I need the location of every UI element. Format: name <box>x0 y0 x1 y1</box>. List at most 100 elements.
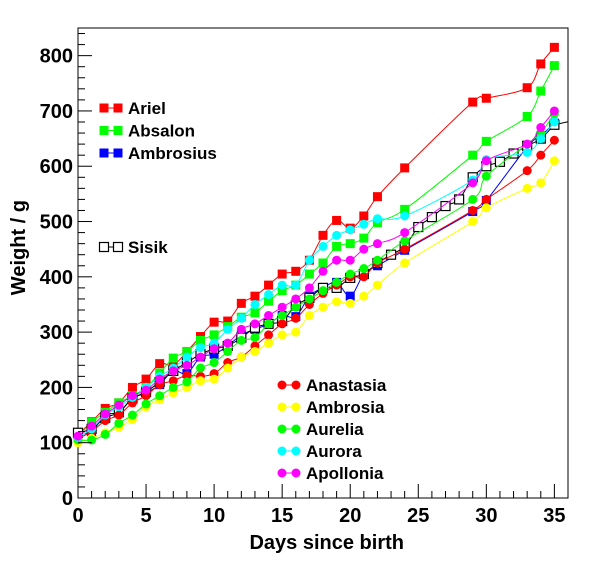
data-point-ariel <box>468 97 478 107</box>
data-point-apollonia <box>168 366 178 376</box>
data-point-apollonia <box>400 228 410 238</box>
data-point-aurelia <box>223 346 233 356</box>
data-point-absalon <box>400 204 410 214</box>
legend-marker-sisik <box>112 241 124 253</box>
data-point-aurora <box>400 211 410 221</box>
legend-label-ariel: Ariel <box>128 99 166 118</box>
data-point-anastasia <box>536 150 546 160</box>
data-point-ambrosia <box>536 178 546 188</box>
data-point-ambrosia <box>522 183 532 193</box>
data-point-aurora <box>549 117 559 127</box>
data-point-anastasia <box>468 205 478 215</box>
legend-top-left: Ariel Absalon Ambrosius <box>99 99 217 163</box>
legend-marker-absalon <box>99 126 109 135</box>
data-point-ambrosia <box>304 311 314 321</box>
data-point-ambrosia <box>318 302 328 312</box>
data-point-apollonia <box>114 400 124 410</box>
data-point-apollonia <box>372 239 382 249</box>
legend-label-ambrosia: Ambrosia <box>306 398 385 417</box>
data-point-apollonia <box>359 244 369 254</box>
x-tick-label: 10 <box>203 505 225 527</box>
data-point-aurelia <box>114 418 124 428</box>
legend-marker-ambrosius <box>113 148 123 158</box>
data-point-apollonia <box>468 178 478 188</box>
data-point-sisik <box>508 148 519 159</box>
data-point-aurelia <box>345 269 355 279</box>
data-point-aurelia <box>182 377 192 387</box>
data-point-absalon <box>304 269 314 279</box>
data-point-apollonia <box>536 123 546 133</box>
legend-marker-ambrosius <box>99 148 109 158</box>
data-point-apollonia <box>345 255 355 265</box>
legend-marker-anastasia <box>277 380 287 390</box>
series-layer <box>72 42 569 448</box>
series-apollonia <box>73 106 559 441</box>
data-point-apollonia <box>87 421 97 431</box>
data-point-aurelia <box>468 194 478 204</box>
data-point-aurora <box>223 324 233 334</box>
legend-label-aurora: Aurora <box>306 442 362 461</box>
data-point-ariel <box>291 266 301 276</box>
data-point-ambrosia <box>345 298 355 308</box>
data-point-aurora <box>359 219 369 229</box>
data-point-ambrosia <box>209 374 219 384</box>
data-point-ambrosia <box>291 327 301 337</box>
legend-label-aurelia: Aurelia <box>306 420 364 439</box>
data-point-aurelia <box>481 171 491 181</box>
data-point-ambrosia <box>372 280 382 290</box>
data-point-aurora <box>236 313 246 323</box>
data-point-ariel <box>549 42 559 52</box>
data-point-apollonia <box>250 319 260 329</box>
data-point-sisik <box>454 194 465 205</box>
legend-marker-ambrosia <box>277 402 287 412</box>
x-tick-label: 15 <box>271 505 293 527</box>
data-point-anastasia <box>400 244 410 254</box>
data-point-apollonia <box>155 374 165 384</box>
data-point-absalon <box>318 258 328 268</box>
data-point-ariel <box>332 215 342 225</box>
data-point-apollonia <box>100 409 110 419</box>
data-point-aurelia <box>155 391 165 401</box>
legend-marker-aurora <box>291 446 301 456</box>
y-tick-label: 300 <box>40 322 73 344</box>
legend-marker-absalon <box>113 126 123 135</box>
data-point-sisik <box>440 200 451 212</box>
x-tick-label: 5 <box>140 505 151 527</box>
data-point-absalon <box>196 335 205 345</box>
legend-layer: Ariel Absalon Ambrosius Sisik Anastasia Ambro… <box>98 99 387 483</box>
y-tick-label: 800 <box>40 46 73 68</box>
data-point-aurelia <box>87 435 97 445</box>
data-point-aurelia <box>209 358 219 368</box>
data-point-absalon <box>522 111 532 121</box>
legend-entry-ariel: Ariel <box>99 99 166 118</box>
data-point-ambrosia <box>236 352 246 362</box>
x-tick-label: 35 <box>543 505 565 527</box>
data-point-aurelia <box>250 333 260 343</box>
data-point-apollonia <box>127 391 137 401</box>
data-point-ariel <box>481 93 491 103</box>
data-point-ariel <box>127 382 137 392</box>
legend-entry-sisik: Sisik <box>98 238 168 257</box>
data-point-apollonia <box>522 139 532 149</box>
y-tick-label: 0 <box>62 488 73 510</box>
data-point-aurora <box>264 290 274 300</box>
data-point-ariel <box>277 269 287 279</box>
x-axis-title: Days since birth <box>249 532 404 554</box>
data-point-absalon <box>168 353 178 363</box>
data-point-absalon <box>359 233 369 243</box>
data-point-ariel <box>400 163 410 173</box>
data-point-apollonia <box>236 324 246 334</box>
data-point-aurelia <box>127 410 137 420</box>
data-point-ambrosia <box>481 203 491 213</box>
data-point-aurora <box>536 134 546 144</box>
data-point-ariel <box>359 211 369 221</box>
data-point-aurora <box>345 225 355 235</box>
legend-marker-aurelia <box>277 424 287 434</box>
data-point-apollonia <box>182 360 192 370</box>
y-tick-label: 700 <box>40 101 73 123</box>
data-point-apollonia <box>223 338 233 348</box>
y-tick-label: 400 <box>40 267 73 289</box>
data-point-ariel <box>209 317 219 327</box>
series-aurelia <box>73 109 559 445</box>
